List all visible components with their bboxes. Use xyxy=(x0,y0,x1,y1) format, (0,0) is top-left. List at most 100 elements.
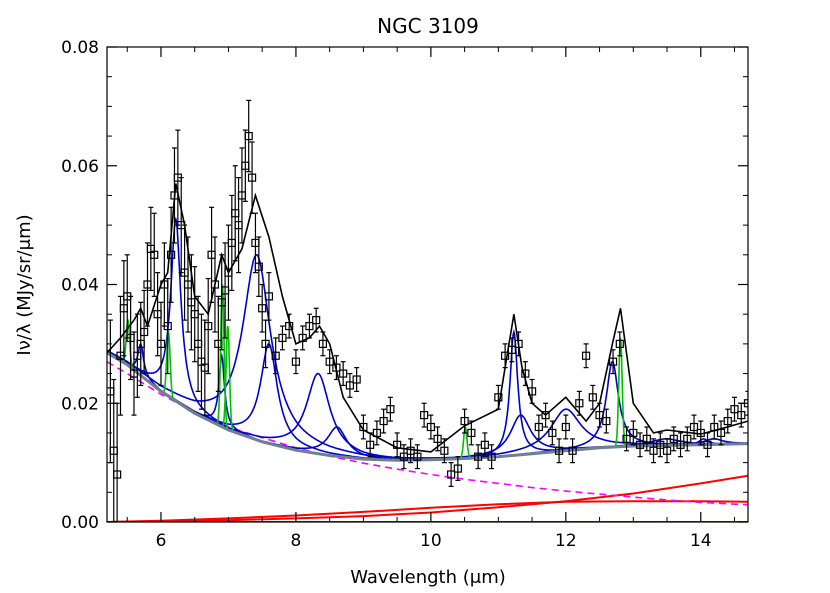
pah-feature-2 xyxy=(180,352,263,443)
observed-point xyxy=(291,357,301,366)
observed-point xyxy=(474,452,483,461)
x-tick-label: 6 xyxy=(156,531,167,551)
observed-point xyxy=(254,262,263,271)
observed-point xyxy=(413,452,422,461)
observed-point xyxy=(669,434,678,443)
observed-point xyxy=(420,411,429,420)
observed-point xyxy=(140,327,149,337)
observed-point xyxy=(366,440,375,449)
observed-point xyxy=(312,316,321,325)
observed-point xyxy=(554,446,564,455)
observed-point xyxy=(635,440,645,449)
observed-point xyxy=(285,321,294,331)
observed-point xyxy=(244,131,253,141)
y-tick-label: 0.06 xyxy=(61,157,99,177)
observed-point xyxy=(541,411,550,420)
observed-point xyxy=(359,422,368,432)
observed-point xyxy=(298,333,307,343)
observed-point xyxy=(318,339,328,348)
observed-point xyxy=(113,470,122,479)
observed-point xyxy=(507,345,516,354)
observed-point xyxy=(716,428,726,438)
observed-point xyxy=(447,470,456,479)
observed-point xyxy=(527,387,537,396)
observed-point xyxy=(332,363,341,372)
observed-point xyxy=(676,440,685,449)
observed-point xyxy=(406,446,415,455)
observed-point xyxy=(703,440,712,449)
observed-point xyxy=(386,405,395,414)
y-tick-label: 0.08 xyxy=(61,38,99,58)
observed-point xyxy=(204,321,213,331)
observed-point xyxy=(575,399,584,408)
total-continuum-line xyxy=(107,351,748,462)
observed-point xyxy=(622,434,631,443)
y-tick-label: 0.02 xyxy=(61,394,99,414)
observed-point xyxy=(467,428,476,438)
observed-point xyxy=(629,428,638,438)
observed-point xyxy=(440,446,449,455)
observed-point xyxy=(271,351,280,360)
observed-point xyxy=(433,434,442,443)
observed-point xyxy=(261,339,270,348)
x-axis: 6 8 10 12 14 xyxy=(126,47,736,551)
observed-point xyxy=(305,321,314,331)
observed-point xyxy=(167,250,176,259)
chart-title: NGC 3109 xyxy=(377,14,479,38)
observed-point xyxy=(568,446,577,455)
observed-point xyxy=(156,339,166,348)
observed-point xyxy=(339,369,348,378)
observed-point xyxy=(649,446,658,455)
observed-point xyxy=(494,393,503,402)
x-tick-label: 12 xyxy=(555,531,577,551)
observed-point xyxy=(325,357,334,366)
observed-point xyxy=(460,416,469,426)
observed-point xyxy=(210,280,220,289)
observed-point xyxy=(150,250,159,259)
observed-point xyxy=(588,393,597,402)
observed-point xyxy=(399,452,408,461)
observed-point xyxy=(163,321,172,331)
observed-point xyxy=(247,173,257,182)
y-axis: 0.00 0.02 0.04 0.06 0.08 xyxy=(61,38,748,533)
observed-point xyxy=(453,464,462,473)
observed-point xyxy=(581,351,591,360)
observed-point xyxy=(737,411,746,420)
observed-point xyxy=(730,405,739,414)
stellar-continuum-line xyxy=(107,361,748,506)
observed-point xyxy=(514,339,523,348)
observed-point xyxy=(561,422,570,432)
observed-point xyxy=(345,381,355,390)
observed-point xyxy=(352,375,361,384)
pah-feature-6 xyxy=(199,414,475,461)
observed-point xyxy=(393,440,402,449)
observed-point xyxy=(656,440,665,449)
observed-point xyxy=(534,422,543,432)
observed-point xyxy=(602,416,611,426)
observed-point xyxy=(426,422,435,432)
pah-feature-7 xyxy=(457,328,571,459)
observed-point xyxy=(258,304,267,313)
observed-point xyxy=(487,452,496,461)
total-model-line xyxy=(107,183,748,453)
observed-point xyxy=(723,416,732,426)
observed-point xyxy=(696,428,705,438)
dust-continuum-line-1 xyxy=(107,500,748,522)
x-tick-label: 8 xyxy=(291,531,302,551)
observed-point xyxy=(264,292,274,301)
y-tick-label: 0.04 xyxy=(61,276,99,296)
observed-point xyxy=(615,339,624,348)
observed-point xyxy=(689,422,699,432)
observed-point xyxy=(379,416,388,426)
x-axis-label: Wavelength (μm) xyxy=(350,567,506,588)
x-tick-label: 14 xyxy=(690,531,712,551)
x-tick-label: 10 xyxy=(420,531,442,551)
observed-point xyxy=(683,434,692,443)
y-tick-label: 0.00 xyxy=(61,513,99,533)
observed-point xyxy=(710,422,719,432)
observed-point xyxy=(372,428,381,438)
observed-point xyxy=(480,440,489,449)
observed-point xyxy=(278,333,287,343)
y-axis-label: Iν/λ (MJy/sr/μm) xyxy=(14,214,35,355)
